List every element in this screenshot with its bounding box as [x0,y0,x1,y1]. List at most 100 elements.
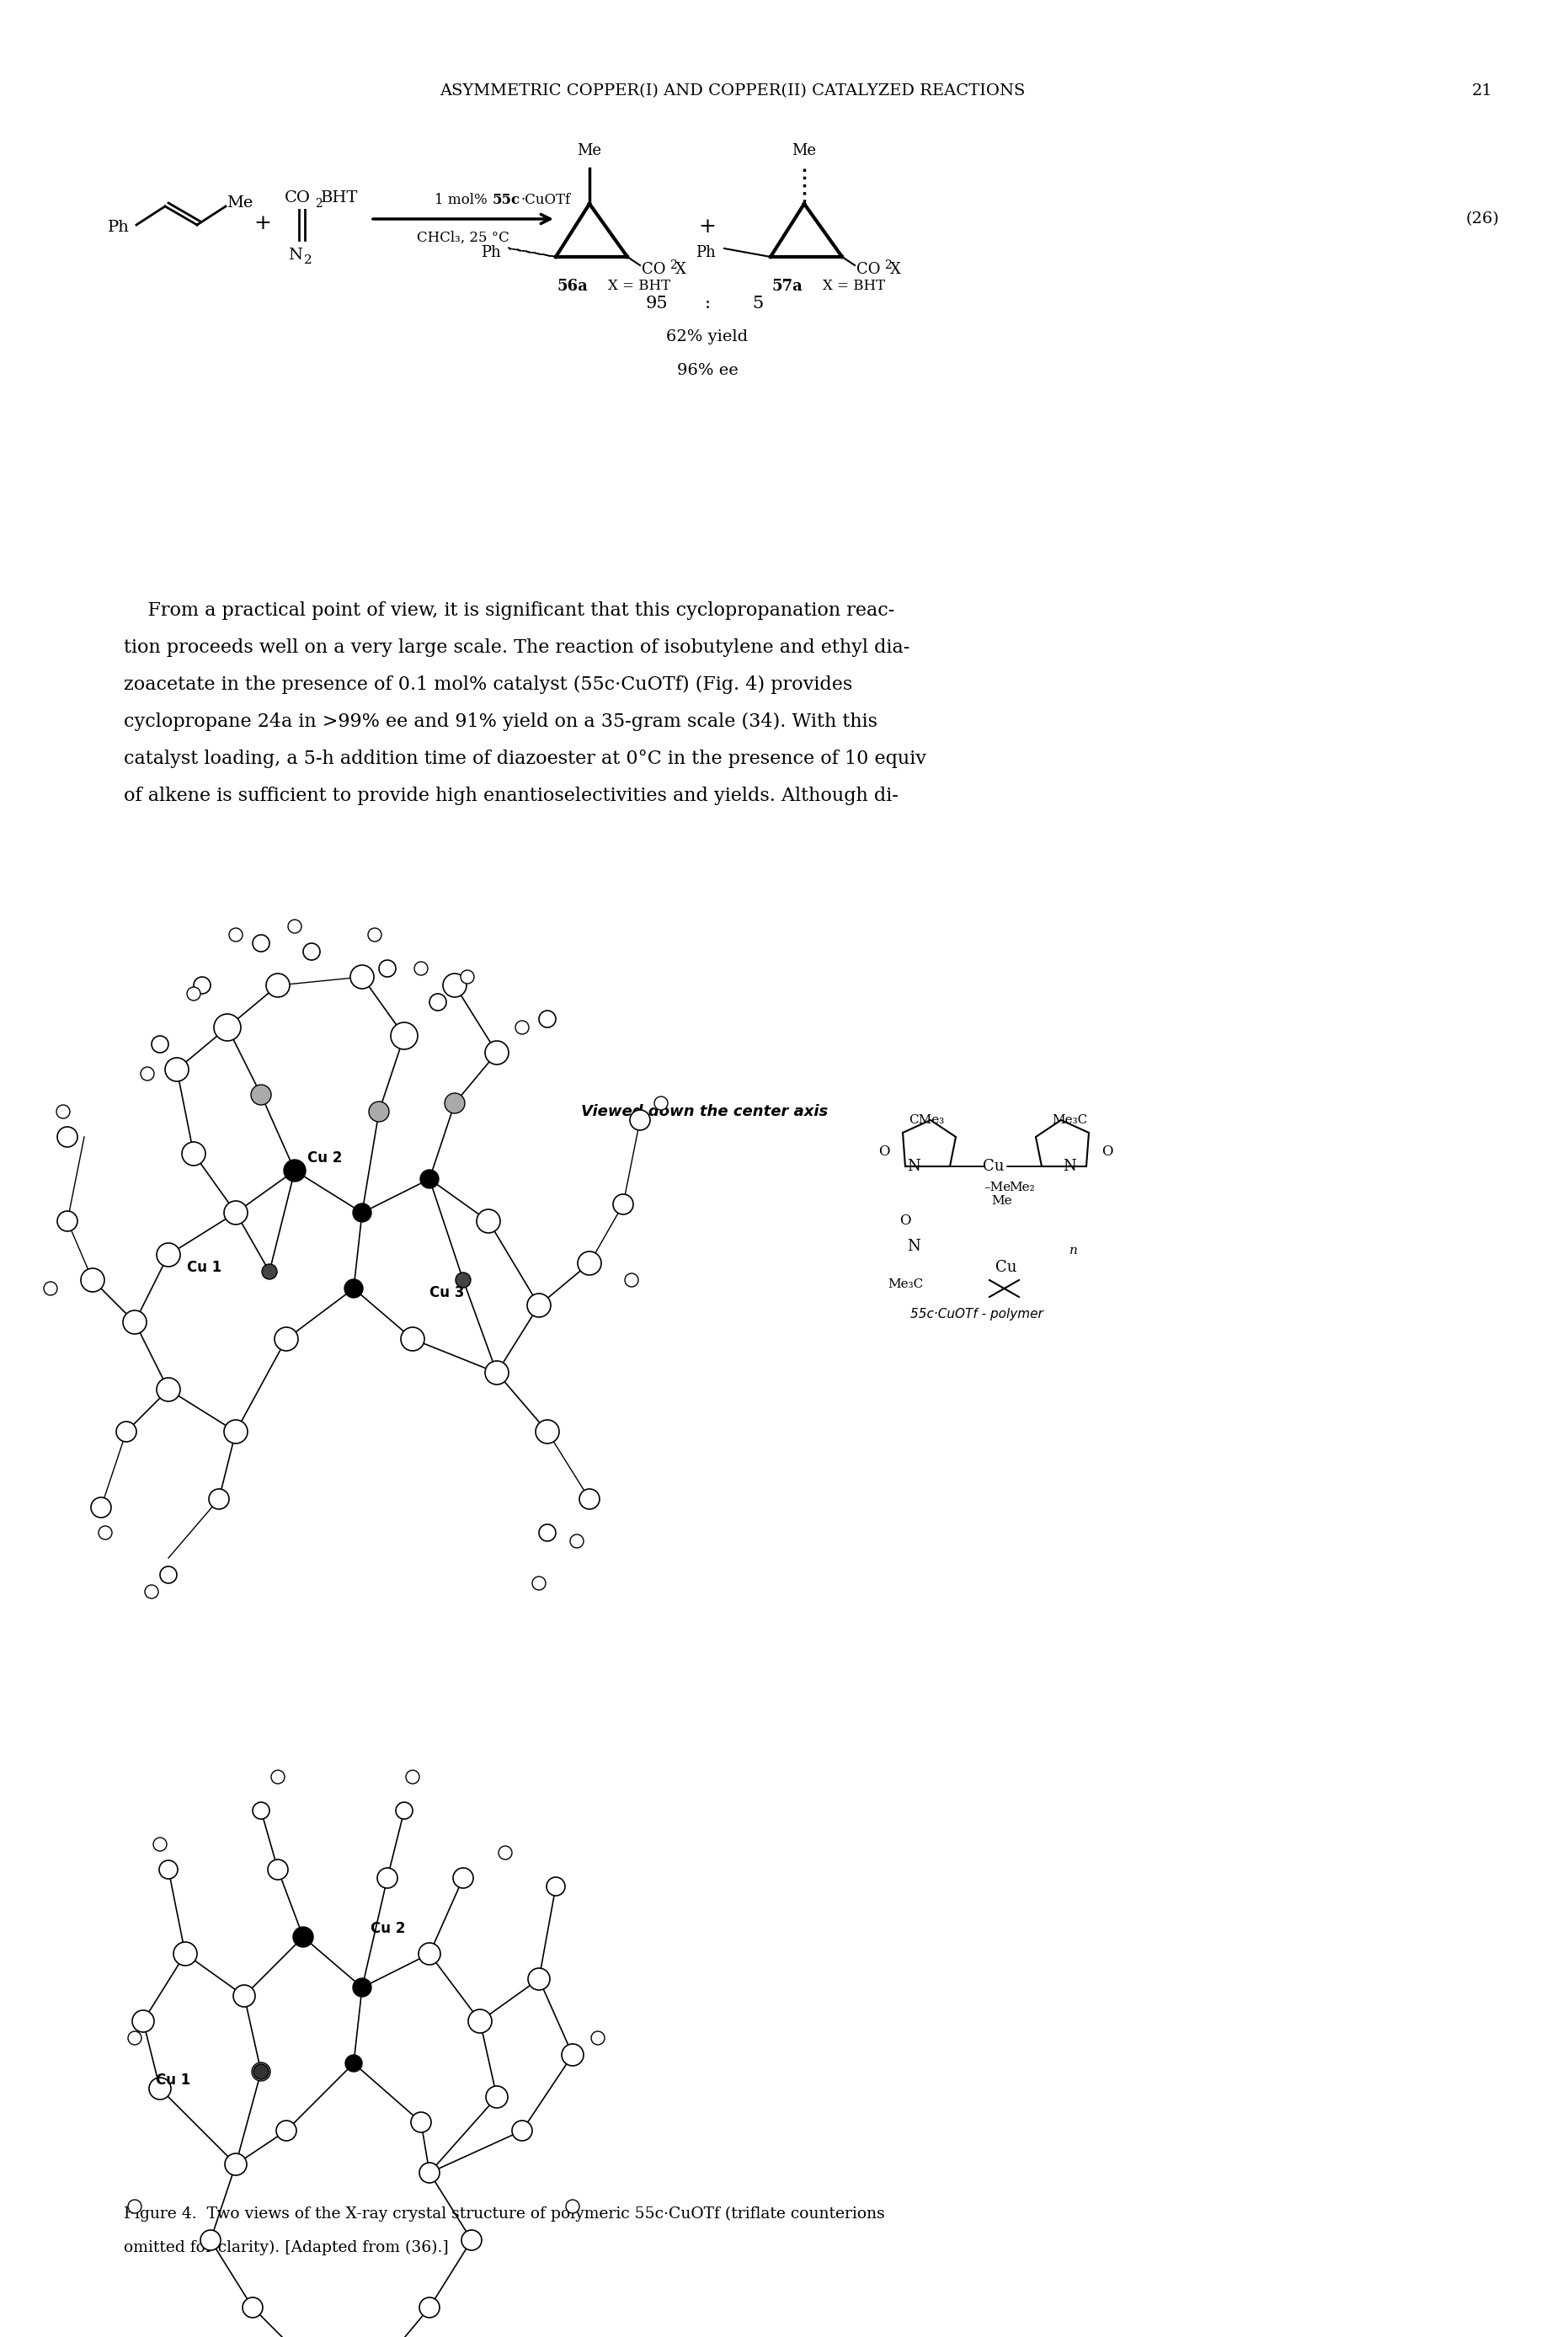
Circle shape [303,944,320,961]
Circle shape [613,1194,633,1215]
Circle shape [224,2152,246,2176]
Text: Me₃C: Me₃C [1052,1115,1087,1126]
Circle shape [209,1489,229,1510]
Text: X = BHT: X = BHT [823,278,886,294]
Text: 2: 2 [315,199,323,210]
Text: CO: CO [641,262,666,278]
Text: Cu: Cu [996,1260,1018,1276]
Circle shape [486,2087,508,2108]
Circle shape [445,1094,464,1112]
Text: 5: 5 [753,294,764,311]
Text: Cu 1: Cu 1 [155,2073,191,2087]
Text: Ph: Ph [696,245,715,259]
Text: omitted for clarity). [Adapted from (36).]: omitted for clarity). [Adapted from (36)… [124,2241,448,2255]
Text: +: + [254,213,271,234]
Text: X: X [676,262,687,278]
Text: (26): (26) [1466,210,1499,227]
Circle shape [243,2297,263,2318]
Circle shape [157,1379,180,1402]
Text: Me₃C: Me₃C [887,1278,924,1290]
Text: 57a: 57a [771,278,803,294]
Text: Me: Me [577,143,602,159]
Circle shape [499,1846,513,1860]
Circle shape [251,1084,271,1105]
Circle shape [469,2010,492,2033]
Text: O: O [900,1213,911,1229]
Text: +: + [699,217,717,236]
Circle shape [485,1040,508,1063]
Text: Ph: Ph [108,220,130,236]
Text: 95: 95 [646,294,668,311]
Circle shape [254,2064,268,2080]
Circle shape [353,1204,372,1222]
Circle shape [129,2199,141,2213]
Circle shape [252,935,270,951]
Text: ASYMMETRIC COPPER(I) AND COPPER(II) CATALYZED REACTIONS: ASYMMETRIC COPPER(I) AND COPPER(II) CATA… [441,84,1025,98]
Circle shape [274,1327,298,1351]
Circle shape [174,1942,198,1965]
Text: Figure 4.  Two views of the X-ray crystal structure of polymeric 55c·CuOTf (trif: Figure 4. Two views of the X-ray crystal… [124,2206,884,2222]
Text: 55c·CuOTf - polymer: 55c·CuOTf - polymer [911,1306,1043,1320]
Text: Viewed down the center axis: Viewed down the center axis [582,1103,828,1119]
Circle shape [345,1278,362,1297]
Text: N: N [906,1159,920,1173]
Text: 1 mol%: 1 mol% [434,194,492,208]
Circle shape [395,1802,412,1818]
Circle shape [99,1526,111,1540]
Circle shape [160,1566,177,1582]
Circle shape [56,1105,71,1119]
Circle shape [536,1421,560,1444]
Text: O: O [1102,1145,1113,1159]
Circle shape [654,1096,668,1110]
Circle shape [345,2054,362,2071]
Circle shape [187,986,201,1000]
Circle shape [122,1311,146,1334]
Text: 2: 2 [304,255,312,266]
Circle shape [579,1489,599,1510]
Circle shape [591,2031,605,2045]
Text: Cu 2: Cu 2 [370,1921,406,1935]
Text: X: X [891,262,902,278]
Circle shape [379,961,395,977]
Circle shape [268,1860,289,1879]
Text: CO: CO [285,189,310,206]
Circle shape [561,2045,583,2066]
Circle shape [58,1126,77,1147]
Circle shape [477,1208,500,1234]
Circle shape [276,2120,296,2141]
Circle shape [406,1769,419,1783]
Text: Cu 2: Cu 2 [307,1150,342,1166]
Text: tion proceeds well on a very large scale. The reaction of isobutylene and ethyl : tion proceeds well on a very large scale… [124,638,909,657]
Text: Ph: Ph [481,245,502,259]
Circle shape [539,1524,555,1540]
Circle shape [513,2120,532,2141]
Circle shape [353,1977,372,1996]
Circle shape [419,2162,439,2183]
Circle shape [234,1984,256,2007]
Circle shape [293,1928,314,1947]
Circle shape [442,975,467,998]
Circle shape [91,1498,111,1517]
Text: X = BHT: X = BHT [608,278,671,294]
Circle shape [571,1535,583,1547]
Text: From a practical point of view, it is significant that this cyclopropanation rea: From a practical point of view, it is si… [124,601,895,619]
Circle shape [420,1171,439,1187]
Text: catalyst loading, a 5-h addition time of diazoester at 0°C in the presence of 10: catalyst loading, a 5-h addition time of… [124,750,927,769]
Text: N: N [1063,1159,1076,1173]
Circle shape [378,1867,397,1888]
Circle shape [132,2010,154,2033]
Circle shape [411,2113,431,2131]
Text: N: N [906,1239,920,1255]
Circle shape [160,1860,177,1879]
Circle shape [419,1942,441,1965]
Circle shape [144,1584,158,1599]
Circle shape [516,1021,528,1035]
Circle shape [485,1360,508,1384]
Circle shape [149,2078,171,2099]
Text: Cu 3: Cu 3 [430,1285,464,1299]
Circle shape [194,977,210,993]
Circle shape [547,1877,564,1895]
Text: 96% ee: 96% ee [677,362,739,379]
Text: of alkene is sufficient to provide high enantioselectivities and yields. Althoug: of alkene is sufficient to provide high … [124,788,898,806]
Circle shape [539,1010,555,1028]
